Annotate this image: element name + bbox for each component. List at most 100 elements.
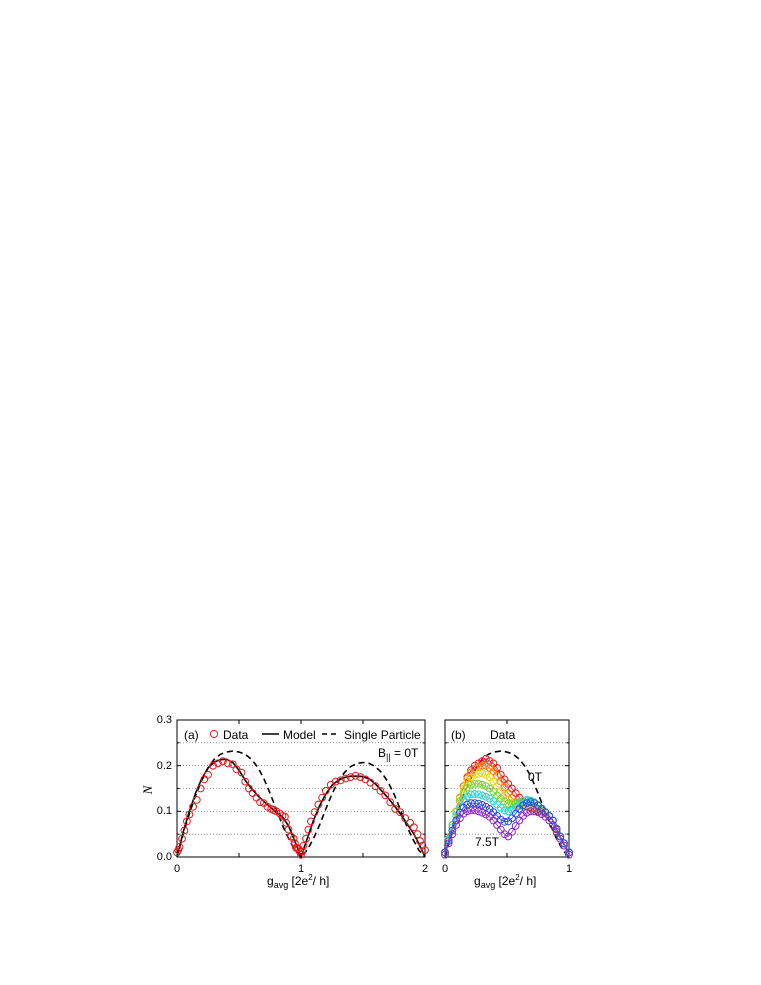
data-point: [223, 759, 232, 768]
data-point: [467, 780, 475, 789]
data-point: [409, 823, 418, 832]
data-point: [565, 848, 573, 857]
data-point: [248, 789, 257, 797]
data-point: [522, 799, 531, 807]
data-point: [474, 807, 483, 816]
data-point: [482, 792, 490, 801]
data-point: [470, 765, 479, 773]
data-point: [448, 830, 457, 839]
single-particle-line: [176, 750, 426, 859]
panel-a-label: (a): [184, 728, 199, 742]
data-point: [307, 817, 315, 826]
panel-b-ticks: [445, 719, 569, 858]
panel-b-title: Data: [490, 728, 516, 742]
data-point: [346, 773, 355, 781]
label-0T: 0T: [528, 770, 543, 784]
data-point: [228, 760, 237, 769]
data-point: [178, 834, 186, 843]
data-point: [381, 791, 390, 800]
data-point: [396, 808, 405, 817]
x-tick-label: 0: [442, 863, 448, 875]
data-point: [366, 778, 375, 787]
data-point: [478, 808, 487, 817]
data-point: [474, 799, 483, 808]
data-point: [467, 799, 475, 807]
data-point: [467, 806, 475, 815]
panel-a: 0.0 0.1 0.2 0.3 N 0 1 2 gavg [2e2/ h] (a…: [140, 714, 429, 890]
legend-single-label: Single Particle: [344, 728, 421, 742]
data-point: [549, 821, 557, 829]
x-axis-label: gavg [2e2/ h]: [474, 873, 536, 890]
data-point: [463, 807, 472, 816]
data-point: [371, 782, 380, 791]
data-point: [565, 850, 573, 859]
y-tick-label: 0.2: [157, 760, 172, 772]
data-point: [504, 832, 513, 841]
panel-b: 0 1 gavg [2e2/ h] (b) Data 0T 7.5T: [441, 719, 573, 890]
data-point: [180, 826, 189, 835]
data-point: [290, 839, 299, 848]
data-point: [478, 761, 487, 770]
data-point: [175, 843, 184, 851]
data-point: [281, 812, 289, 821]
data-point: [474, 780, 483, 788]
data-point: [444, 839, 453, 848]
data-point: [310, 808, 319, 817]
data-point: [321, 786, 330, 795]
data-point: [287, 832, 296, 841]
data-point: [526, 798, 535, 807]
data-point: [463, 792, 472, 801]
series-line: [444, 810, 570, 855]
data-point: [500, 806, 509, 815]
data-point: [526, 807, 535, 816]
y-tick-label: 0.1: [157, 805, 172, 817]
data-point: [314, 800, 323, 809]
data-point: [470, 806, 479, 815]
panel-b-label: (b): [451, 728, 466, 742]
data-point: [493, 771, 502, 780]
data-point: [185, 810, 194, 819]
panel-a-model-curve: [176, 758, 426, 860]
data-point: [299, 841, 308, 850]
data-point: [500, 817, 509, 826]
data-point: [209, 761, 217, 770]
data-point: [552, 828, 561, 836]
panel-a-data-points: [173, 757, 429, 859]
data-point: [356, 773, 365, 781]
panel-a-legend: Data Model Single Particle: [209, 728, 421, 742]
data-point: [474, 790, 483, 799]
data-point: [386, 798, 395, 807]
data-point: [478, 801, 487, 809]
x-axis-label: gavg [2e2/ h]: [267, 873, 329, 890]
data-point: [219, 757, 227, 765]
data-point: [511, 822, 520, 830]
data-point: [478, 791, 487, 800]
y-tick-label: 0.3: [157, 714, 172, 726]
data-point: [522, 808, 531, 817]
data-point: [508, 828, 516, 836]
panel-a-single-particle-curve: [176, 750, 426, 859]
panel-b-data-points: [441, 754, 573, 859]
data-point: [470, 770, 479, 779]
data-point: [467, 773, 475, 781]
legend-model-label: Model: [283, 728, 316, 742]
data-point: [401, 814, 410, 823]
data-point: [470, 790, 479, 798]
data-point: [204, 770, 212, 779]
x-tick-label: 0: [174, 863, 180, 875]
data-point: [504, 799, 513, 808]
data-point: [189, 802, 198, 811]
data-point: [289, 834, 298, 843]
data-point: [478, 769, 487, 778]
data-point: [560, 841, 568, 850]
y-tick-label: 0.0: [157, 851, 172, 863]
data-point: [456, 808, 464, 817]
data-point: [441, 848, 449, 857]
data-point: [413, 830, 422, 839]
field-annotation: B|| = 0T: [378, 746, 419, 762]
data-point: [341, 774, 350, 783]
data-point: [470, 799, 479, 807]
data-point: [331, 777, 340, 786]
x-tick-label: 2: [422, 863, 428, 875]
